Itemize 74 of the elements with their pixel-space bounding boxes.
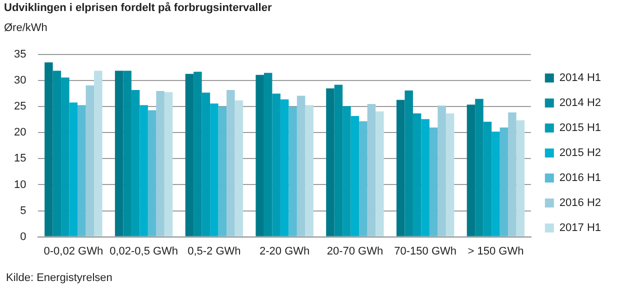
bar bbox=[234, 100, 244, 236]
bar bbox=[516, 120, 525, 236]
bar bbox=[218, 106, 227, 236]
bar bbox=[86, 85, 94, 236]
bar bbox=[280, 99, 289, 236]
bar bbox=[272, 94, 280, 236]
bar bbox=[194, 72, 202, 236]
bar bbox=[342, 106, 351, 236]
y-tick-label: 30 bbox=[14, 74, 26, 87]
x-tick-label: 0-0,02 GWh bbox=[44, 245, 104, 258]
y-tick-label: 35 bbox=[14, 48, 26, 61]
legend-label: 2015 H1 bbox=[559, 122, 602, 134]
bar bbox=[334, 84, 343, 236]
bar bbox=[438, 106, 446, 236]
chart-title: Udviklingen i elprisen fordelt på forbrugsintervaller bbox=[4, 2, 272, 14]
bar bbox=[140, 105, 148, 236]
bar bbox=[305, 105, 314, 236]
bar bbox=[131, 90, 140, 236]
bar bbox=[264, 72, 272, 236]
x-tick-label: 2-20 GWh bbox=[260, 245, 310, 258]
text: Kilde: Energistyrelsen bbox=[6, 272, 112, 284]
x-tick-label: 20-70 GWh bbox=[326, 245, 384, 258]
bar bbox=[326, 88, 334, 236]
bar bbox=[78, 105, 86, 236]
bar bbox=[94, 70, 102, 236]
bar bbox=[44, 62, 53, 236]
bar bbox=[429, 127, 438, 236]
x-tick-label: > 150 GWh bbox=[468, 245, 524, 258]
bar bbox=[52, 70, 62, 236]
x-tick-label: 0,02-0,5 GWh bbox=[110, 245, 178, 258]
legend-label: 2016 H1 bbox=[559, 172, 602, 184]
bar bbox=[148, 110, 156, 236]
bar bbox=[61, 78, 70, 236]
bar bbox=[164, 92, 173, 236]
bar bbox=[210, 104, 218, 236]
bar bbox=[123, 70, 132, 236]
bar bbox=[412, 113, 422, 236]
legend-label: 2016 H2 bbox=[559, 197, 602, 210]
y-axis-title: Øre/kWh bbox=[4, 22, 48, 34]
bar bbox=[404, 90, 413, 236]
bar bbox=[185, 74, 194, 236]
bar bbox=[367, 104, 376, 236]
x-tick-label: 70-150 GWh bbox=[394, 245, 457, 258]
bar bbox=[114, 70, 124, 236]
bar bbox=[256, 74, 264, 236]
bar bbox=[296, 96, 306, 236]
y-tick-label: 25 bbox=[14, 100, 26, 113]
bar bbox=[226, 90, 235, 236]
bar bbox=[492, 132, 500, 236]
bar bbox=[466, 104, 476, 236]
bar bbox=[376, 111, 384, 236]
bar bbox=[156, 91, 164, 236]
bar bbox=[475, 98, 484, 236]
bar bbox=[202, 92, 210, 236]
legend-label: 2017 H1 bbox=[559, 222, 602, 234]
x-tick-label: 0,5-2 GWh bbox=[188, 245, 241, 258]
bar bbox=[359, 121, 368, 236]
y-tick-label: 5 bbox=[20, 204, 26, 217]
legend-label: 2015 H2 bbox=[559, 147, 602, 160]
bar bbox=[500, 127, 508, 236]
bar bbox=[446, 113, 454, 236]
bar bbox=[483, 122, 492, 236]
bar bbox=[69, 102, 78, 236]
bar bbox=[396, 100, 405, 236]
legend-label: 2014 H1 bbox=[559, 72, 602, 84]
y-tick-label: 20 bbox=[14, 126, 26, 139]
y-tick-label: 10 bbox=[14, 178, 26, 191]
bar bbox=[421, 119, 430, 236]
bar bbox=[508, 112, 516, 236]
y-tick-label: 0 bbox=[20, 230, 26, 243]
bar bbox=[350, 116, 360, 236]
y-tick-label: 15 bbox=[14, 152, 26, 165]
bar bbox=[288, 106, 297, 236]
legend-label: 2014 H2 bbox=[559, 97, 602, 110]
